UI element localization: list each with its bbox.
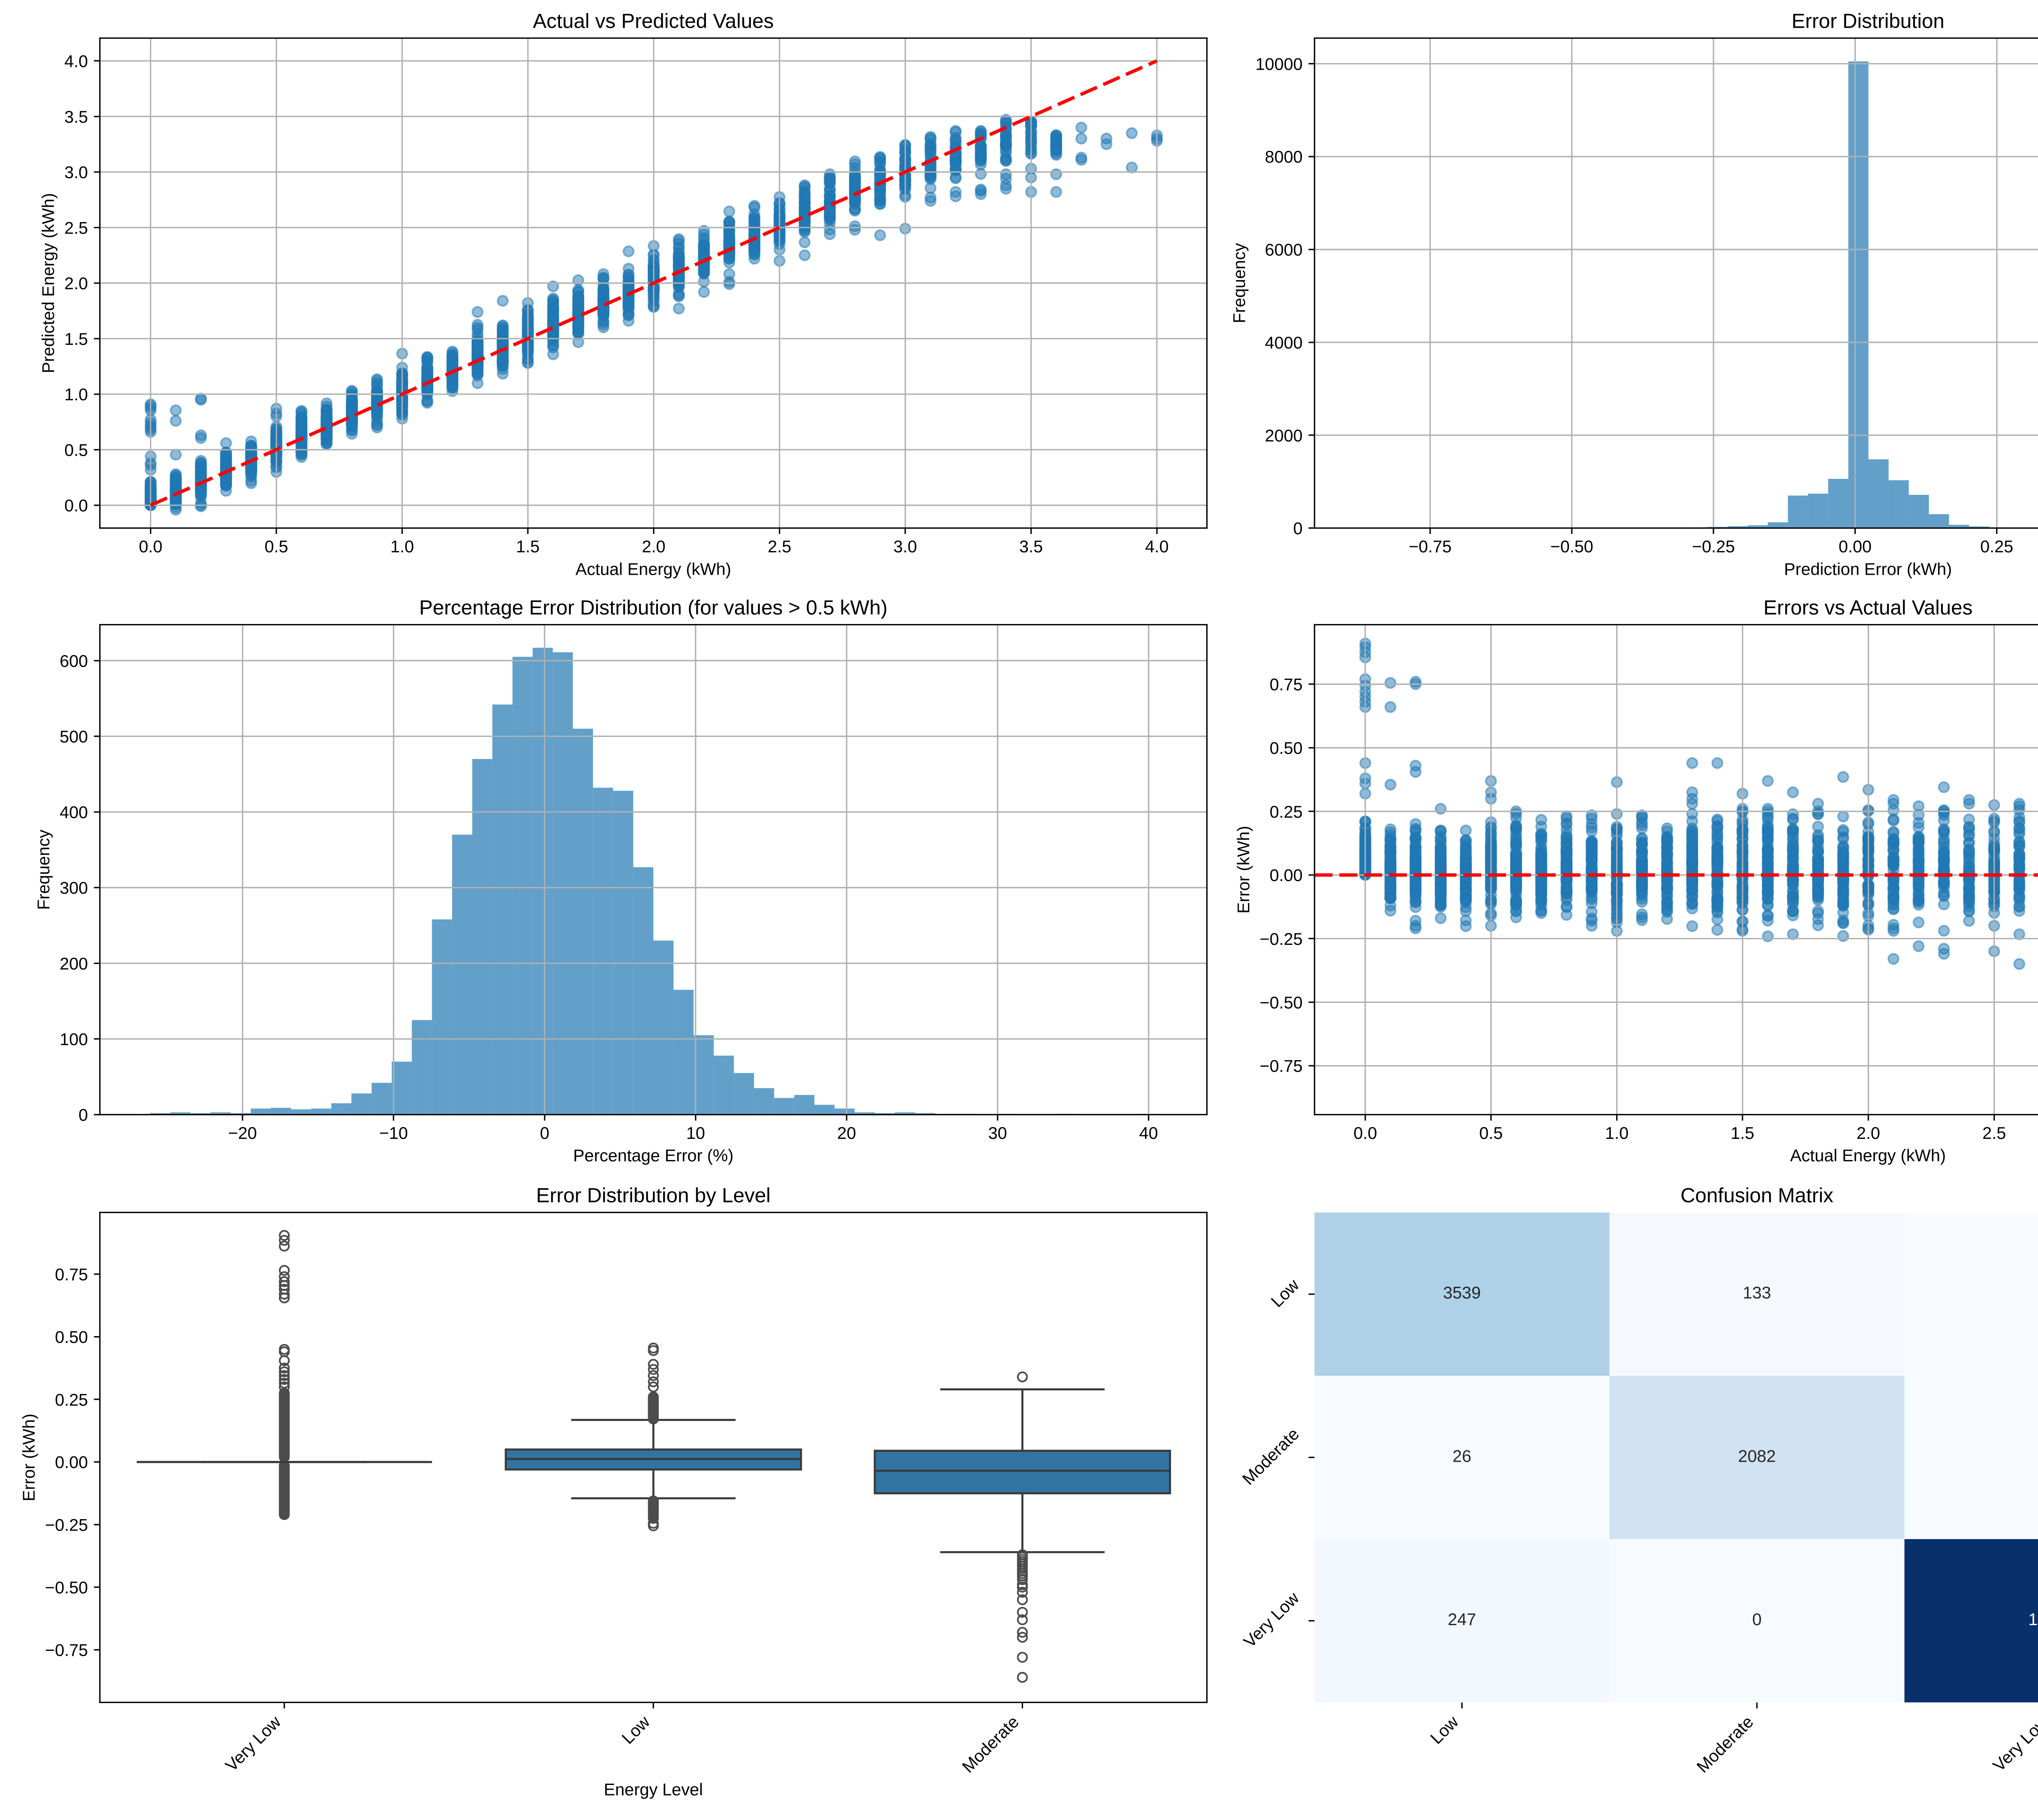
svg-text:600: 600 — [60, 651, 88, 671]
svg-text:133: 133 — [1743, 1283, 1771, 1302]
svg-text:Actual vs Predicted Values: Actual vs Predicted Values — [533, 9, 774, 32]
svg-text:0.00: 0.00 — [1270, 866, 1303, 885]
svg-text:8000: 8000 — [1265, 147, 1303, 166]
svg-text:Frequency: Frequency — [34, 829, 53, 910]
svg-text:Actual Energy (kWh): Actual Energy (kWh) — [1790, 1146, 1946, 1165]
svg-text:0.5: 0.5 — [265, 537, 288, 556]
svg-text:Predicted Energy (kWh): Predicted Energy (kWh) — [39, 193, 58, 373]
svg-text:1.5: 1.5 — [516, 537, 540, 556]
svg-text:3539: 3539 — [1443, 1283, 1481, 1302]
svg-text:300: 300 — [60, 878, 88, 898]
svg-text:−0.25: −0.25 — [1259, 929, 1302, 949]
svg-text:3.0: 3.0 — [64, 163, 88, 182]
svg-text:0: 0 — [1293, 518, 1303, 538]
svg-text:1.5: 1.5 — [1731, 1123, 1754, 1143]
svg-text:0.25: 0.25 — [55, 1390, 88, 1409]
svg-text:40: 40 — [1139, 1123, 1158, 1143]
svg-text:1.0: 1.0 — [64, 385, 88, 404]
svg-text:6000: 6000 — [1265, 240, 1303, 259]
svg-text:−0.50: −0.50 — [45, 1578, 88, 1597]
svg-text:3.0: 3.0 — [893, 537, 917, 556]
svg-text:2.0: 2.0 — [642, 537, 666, 556]
svg-text:Prediction Error (kWh): Prediction Error (kWh) — [1784, 559, 1952, 578]
svg-text:Error (kWh): Error (kWh) — [1234, 826, 1253, 913]
svg-text:0: 0 — [79, 1105, 88, 1125]
svg-text:0: 0 — [540, 1123, 549, 1143]
svg-text:Error Distribution: Error Distribution — [1791, 9, 1944, 32]
svg-text:100: 100 — [60, 1030, 88, 1049]
svg-text:Confusion Matrix: Confusion Matrix — [1681, 1184, 1833, 1207]
svg-text:−0.75: −0.75 — [45, 1641, 88, 1660]
svg-text:10821: 10821 — [2028, 1610, 2038, 1629]
svg-text:0.50: 0.50 — [55, 1328, 88, 1347]
svg-text:Frequency: Frequency — [1230, 243, 1249, 323]
svg-text:500: 500 — [60, 727, 88, 746]
svg-text:0.5: 0.5 — [64, 440, 88, 459]
svg-text:Energy Level: Energy Level — [604, 1780, 703, 1799]
svg-text:200: 200 — [60, 954, 88, 973]
svg-text:Percentage Error (%): Percentage Error (%) — [573, 1146, 734, 1165]
svg-text:−20: −20 — [228, 1123, 257, 1143]
svg-text:−0.50: −0.50 — [1259, 993, 1302, 1012]
svg-text:0.75: 0.75 — [1270, 675, 1303, 694]
svg-text:1.5: 1.5 — [64, 329, 88, 349]
svg-text:10000: 10000 — [1255, 55, 1303, 74]
svg-text:0.50: 0.50 — [1270, 739, 1303, 758]
svg-text:26: 26 — [1452, 1446, 1471, 1465]
svg-text:1.0: 1.0 — [1605, 1123, 1629, 1143]
svg-text:4000: 4000 — [1265, 333, 1303, 352]
svg-text:2.5: 2.5 — [768, 537, 792, 556]
svg-text:2000: 2000 — [1265, 426, 1303, 445]
svg-text:0.5: 0.5 — [1479, 1123, 1503, 1143]
svg-text:2.0: 2.0 — [1857, 1123, 1880, 1143]
svg-text:20: 20 — [837, 1123, 856, 1143]
svg-text:4.0: 4.0 — [1145, 537, 1169, 556]
svg-text:2.0: 2.0 — [64, 274, 88, 293]
svg-text:0.25: 0.25 — [1980, 537, 2013, 556]
svg-text:−0.50: −0.50 — [1551, 537, 1593, 556]
svg-text:−0.75: −0.75 — [1259, 1057, 1302, 1076]
svg-text:−0.75: −0.75 — [1409, 537, 1451, 556]
svg-text:4.0: 4.0 — [64, 52, 88, 71]
svg-text:400: 400 — [60, 803, 88, 822]
svg-text:0.00: 0.00 — [1839, 537, 1872, 556]
svg-text:0.00: 0.00 — [55, 1453, 88, 1472]
svg-text:0: 0 — [1752, 1610, 1762, 1629]
svg-text:Error Distribution by Level: Error Distribution by Level — [536, 1184, 770, 1207]
svg-text:−0.25: −0.25 — [1692, 537, 1735, 556]
svg-text:Error (kWh): Error (kWh) — [19, 1414, 38, 1501]
svg-text:0.0: 0.0 — [1354, 1123, 1377, 1143]
svg-text:10: 10 — [686, 1123, 705, 1143]
svg-text:30: 30 — [988, 1123, 1007, 1143]
svg-text:Errors vs Actual Values: Errors vs Actual Values — [1763, 596, 1972, 619]
svg-text:−0.25: −0.25 — [45, 1515, 88, 1534]
svg-text:0.0: 0.0 — [139, 537, 163, 556]
svg-text:2082: 2082 — [1738, 1446, 1776, 1465]
svg-text:2.5: 2.5 — [64, 218, 88, 237]
svg-text:Actual Energy (kWh): Actual Energy (kWh) — [576, 559, 731, 578]
svg-text:0.75: 0.75 — [55, 1265, 88, 1284]
svg-text:Percentage Error Distribution: Percentage Error Distribution (for value… — [419, 596, 887, 619]
svg-text:3.5: 3.5 — [64, 107, 88, 126]
svg-text:0.0: 0.0 — [64, 496, 88, 515]
svg-text:247: 247 — [1448, 1610, 1476, 1629]
svg-text:1.0: 1.0 — [390, 537, 414, 556]
svg-text:3.5: 3.5 — [1019, 537, 1043, 556]
svg-text:2.5: 2.5 — [1983, 1123, 2006, 1143]
svg-text:0.25: 0.25 — [1270, 802, 1303, 821]
svg-text:−10: −10 — [379, 1123, 408, 1143]
